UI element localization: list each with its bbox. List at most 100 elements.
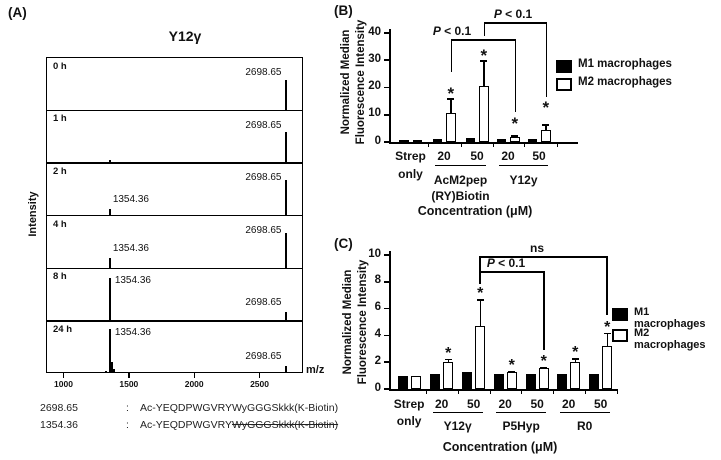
- sig-bracket-text: ns: [529, 241, 544, 255]
- x-axis-tick: [584, 390, 586, 395]
- spectra-panel-divider: [46, 320, 303, 322]
- category-tick-label: 50: [593, 397, 608, 411]
- sig-asterisk: *: [540, 352, 547, 370]
- bar-m1: [399, 139, 409, 142]
- y-axis-tick-label: 10: [368, 107, 381, 120]
- group-label: Y12γ: [443, 419, 472, 433]
- y-axis-tick: [383, 86, 390, 89]
- spectra-panel-divider: [46, 267, 303, 270]
- mz-axis-tick-label: 1000: [54, 379, 73, 389]
- spectrum-peak: [284, 132, 287, 163]
- peak-label: 2698.65: [245, 119, 282, 131]
- spectrum-peak: [284, 180, 287, 215]
- caption-struck-sequence-2: WyGGGSkkk(K-Biotin): [232, 419, 339, 431]
- peak-label: 2698.65: [245, 297, 282, 309]
- error-bar: [449, 98, 452, 114]
- category-tick-label: 50: [470, 149, 484, 163]
- caption-sequence-1: Ac-YEQDPWGVRYWyGGGSkkk(K-Biotin): [140, 402, 339, 414]
- y-axis-tick-label: 10: [368, 247, 381, 260]
- caption-mass-2: 1354.36: [40, 419, 78, 431]
- sig-bracket-text: P < 0.1: [486, 256, 526, 270]
- mz-axis-tick-label: 1500: [119, 379, 139, 389]
- group-label: AcM2pep: [433, 173, 488, 187]
- panel-b-xlabel: Concentration (μM): [417, 204, 533, 218]
- bar-m1: [462, 372, 472, 389]
- panel-b-label: (B): [334, 3, 353, 18]
- bar-m1: [397, 375, 408, 389]
- sig-bracket-leg: [606, 256, 608, 315]
- spectrum-peak: [75, 372, 78, 373]
- spectrum-time-label: 2 h: [53, 165, 67, 177]
- panel-c-label: (C): [334, 236, 353, 251]
- sig-bracket-leg: [545, 22, 548, 97]
- y-axis-tick: [383, 307, 390, 310]
- group-label: P5Hyp: [502, 419, 540, 433]
- legend-label-m2-b: M2 macrophages: [578, 76, 672, 88]
- sig-asterisk: *: [508, 356, 515, 374]
- sig-asterisk: *: [604, 318, 611, 336]
- y-axis-tick: [383, 388, 390, 390]
- sig-asterisk: *: [542, 98, 550, 118]
- peak-label: 2698.65: [245, 67, 282, 78]
- caption-sequence-2: Ac-YEQDPWGVRY: [140, 419, 232, 431]
- y-axis-tick-label: 0: [374, 381, 381, 394]
- error-bar-cap: [603, 332, 611, 335]
- spectrum-peak: [140, 372, 143, 373]
- x-axis-tick: [521, 390, 523, 395]
- sig-asterisk: *: [511, 114, 519, 134]
- spectra-panel-divider: [46, 215, 303, 217]
- category-tick-label-2: only: [398, 167, 423, 181]
- sig-bracket-leg: [483, 22, 486, 36]
- bar-m2: [541, 129, 551, 142]
- group-label: R0: [576, 419, 593, 433]
- sig-bracket-bar: [479, 271, 545, 273]
- category-tick-label: 20: [498, 397, 512, 411]
- group-underline: [496, 412, 547, 414]
- spectrum-time-label: 1 h: [53, 113, 67, 125]
- y-axis-tick: [383, 281, 390, 283]
- error-bar-cap: [476, 299, 484, 301]
- y-axis-tick-label: 6: [374, 301, 381, 314]
- group-label: Y12y: [509, 173, 538, 187]
- y-axis-tick: [383, 141, 390, 143]
- caption-mass-1: 2698.65: [40, 402, 78, 414]
- y-axis-line: [389, 29, 391, 144]
- x-axis-tick: [427, 143, 429, 148]
- error-bar-cap: [571, 358, 579, 360]
- mz-axis-tick: [193, 373, 195, 378]
- spectrum-peak: [108, 258, 111, 268]
- y-axis-tick: [383, 113, 390, 116]
- category-tick-label: 20: [437, 149, 451, 163]
- category-tick-label: 50: [532, 149, 546, 163]
- spectrum-peak: [110, 362, 113, 373]
- bar-m1: [465, 138, 475, 142]
- bar-m1: [430, 373, 440, 389]
- bar-m1: [589, 374, 599, 389]
- error-bar: [479, 299, 482, 327]
- spectra-caption-row-1: 2698.65 : Ac-YEQDPWGVRYWyGGGSkkk(K-Bioti…: [40, 402, 338, 414]
- panel-c-ylabel: Normalized Median Fluorescence Intensity: [341, 242, 371, 402]
- bar-m2: [479, 86, 489, 142]
- spectrum-peak: [284, 312, 287, 321]
- mz-axis-tick: [128, 373, 130, 378]
- peak-label: 2698.65: [245, 350, 282, 362]
- legend-swatch-m1-b: [556, 60, 572, 73]
- spectrum-peak: [108, 278, 111, 321]
- category-tick-label-2: only: [396, 414, 422, 428]
- sig-bracket-bar: [450, 39, 517, 41]
- spectrum-peak: [108, 329, 111, 373]
- spectrum-peak: [284, 365, 287, 373]
- sig-bracket-text: P < 0.1: [432, 24, 472, 38]
- panel-c-ylabel-line1: Normalized Median: [342, 269, 354, 375]
- spectrum-peak: [284, 232, 287, 268]
- peak-label: 1354.36: [114, 274, 151, 286]
- legend-swatch-m1-c: [612, 308, 628, 321]
- error-bar-cap: [540, 366, 548, 369]
- bar-m2: [570, 362, 581, 389]
- sig-asterisk: *: [445, 344, 452, 362]
- x-axis-tick: [616, 390, 618, 395]
- panel-a-title: Y12γ: [168, 28, 202, 44]
- category-tick-label: Strep: [393, 397, 425, 411]
- group-underline: [432, 412, 483, 414]
- spectrum-peak: [284, 79, 287, 110]
